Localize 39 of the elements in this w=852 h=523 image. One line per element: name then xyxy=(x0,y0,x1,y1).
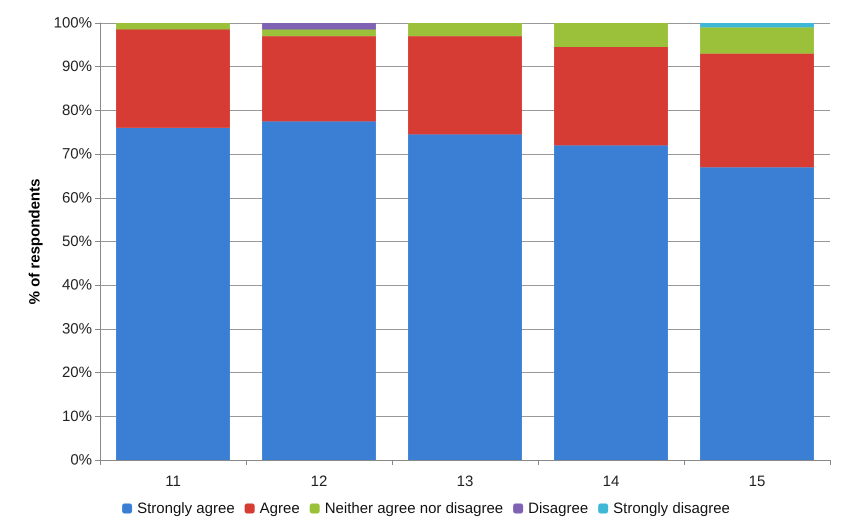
y-tick-label: 20% xyxy=(62,364,92,382)
bar xyxy=(554,145,668,460)
bar xyxy=(700,167,814,460)
bar xyxy=(700,27,814,54)
bar xyxy=(116,30,230,128)
bar xyxy=(262,121,376,460)
y-tick-label: 80% xyxy=(62,102,92,119)
x-tick-label: 14 xyxy=(602,473,620,490)
y-tick-label: 0% xyxy=(70,452,92,468)
x-tick-label: 13 xyxy=(456,473,474,490)
x-tick-label: 12 xyxy=(310,473,328,490)
y-tick-label: 100% xyxy=(54,14,92,32)
bar xyxy=(408,23,522,36)
bar xyxy=(408,36,522,134)
legend-label: Agree xyxy=(260,500,300,517)
legend-label: Disagree xyxy=(528,500,588,517)
y-axis-title: % of respondents xyxy=(26,178,44,304)
legend-label: Strongly agree xyxy=(137,500,235,517)
bar xyxy=(700,23,814,28)
bar xyxy=(262,30,376,36)
y-tick-label: 70% xyxy=(62,146,92,163)
y-tick-label: 40% xyxy=(62,276,92,294)
bar xyxy=(554,47,668,146)
bar xyxy=(408,134,522,460)
bar xyxy=(262,36,376,122)
y-tick-label: 60% xyxy=(62,189,92,206)
legend-label: Neither agree nor disagree xyxy=(324,500,504,517)
y-tick-label: 10% xyxy=(62,408,92,425)
y-tick-label: 30% xyxy=(62,320,92,338)
x-tick-label: 11 xyxy=(165,473,181,490)
y-tick-label: 90% xyxy=(62,58,92,76)
bar xyxy=(116,23,230,30)
legend-label: Strongly disagree xyxy=(613,500,730,517)
bar xyxy=(554,23,668,48)
bar xyxy=(116,128,230,460)
bar xyxy=(262,23,376,30)
bar xyxy=(700,54,814,168)
x-tick-label: 15 xyxy=(748,473,766,490)
y-tick-label: 50% xyxy=(62,233,92,250)
